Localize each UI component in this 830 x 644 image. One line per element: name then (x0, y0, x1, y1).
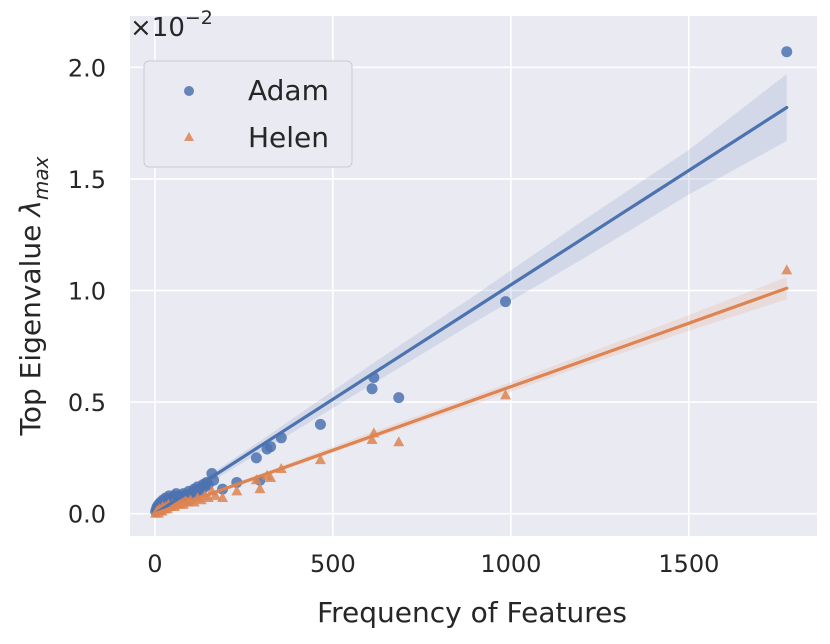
y-tick-label: 0.5 (68, 389, 106, 417)
data-point-helen (231, 485, 243, 496)
fit-lines (153, 105, 789, 516)
fit-line-helen (153, 286, 789, 516)
data-point-adam (500, 296, 512, 308)
confidence-band-helen (154, 277, 787, 515)
fit-line-adam (153, 105, 789, 516)
confidence-band-adam (154, 74, 787, 516)
x-axis-title: Frequency of Features (317, 596, 627, 629)
data-point-adam (250, 452, 262, 464)
data-point-helen (366, 434, 378, 445)
data-point-adam (393, 392, 405, 404)
x-tick-label: 0 (147, 550, 162, 578)
data-point-adam (366, 383, 378, 395)
legend-box (143, 60, 353, 168)
y-multiplier-exponent: −2 (185, 7, 213, 29)
data-point-helen (265, 471, 277, 482)
data-point-helen (209, 489, 221, 500)
y-multiplier-base: ×10 (130, 13, 185, 43)
data-point-adam (314, 418, 326, 430)
y-axis-title-subscript: max (29, 156, 53, 200)
data-point-adam (265, 441, 277, 453)
x-tick-label: 1000 (480, 550, 541, 578)
y-axis-title-symbol: λ (14, 200, 47, 219)
confidence-bands (154, 74, 787, 516)
y-tick-label: 1.5 (68, 166, 106, 194)
y-tick-label: 0.0 (68, 501, 106, 529)
y-axis-title: Top Eigenvalue λmax (14, 156, 53, 436)
data-point-helen (250, 474, 262, 485)
y-axis-title-text: Top Eigenvalue (14, 225, 47, 437)
data-point-adam (781, 46, 793, 58)
y-multiplier: ×10−2 (130, 7, 213, 43)
tick-labels: 0 500 1000 1500 0.0 0.5 1.0 1.5 2.0 (68, 54, 720, 578)
data-point-helen (217, 492, 229, 503)
y-tick-label: 1.0 (68, 278, 106, 306)
legend-marker-adam (184, 86, 194, 96)
legend-label-adam: Adam (248, 74, 329, 107)
x-tick-label: 1500 (658, 550, 719, 578)
legend-marker-helen (184, 132, 194, 141)
data-point-helen (393, 436, 405, 447)
data-point-helen (500, 389, 512, 400)
legend: Adam Helen (143, 60, 353, 168)
data-point-helen (314, 454, 326, 465)
legend-label-helen: Helen (248, 121, 329, 154)
x-tick-label: 500 (310, 550, 356, 578)
data-point-helen (781, 264, 793, 275)
data-point-helen (254, 483, 266, 494)
y-tick-label: 2.0 (68, 54, 106, 82)
